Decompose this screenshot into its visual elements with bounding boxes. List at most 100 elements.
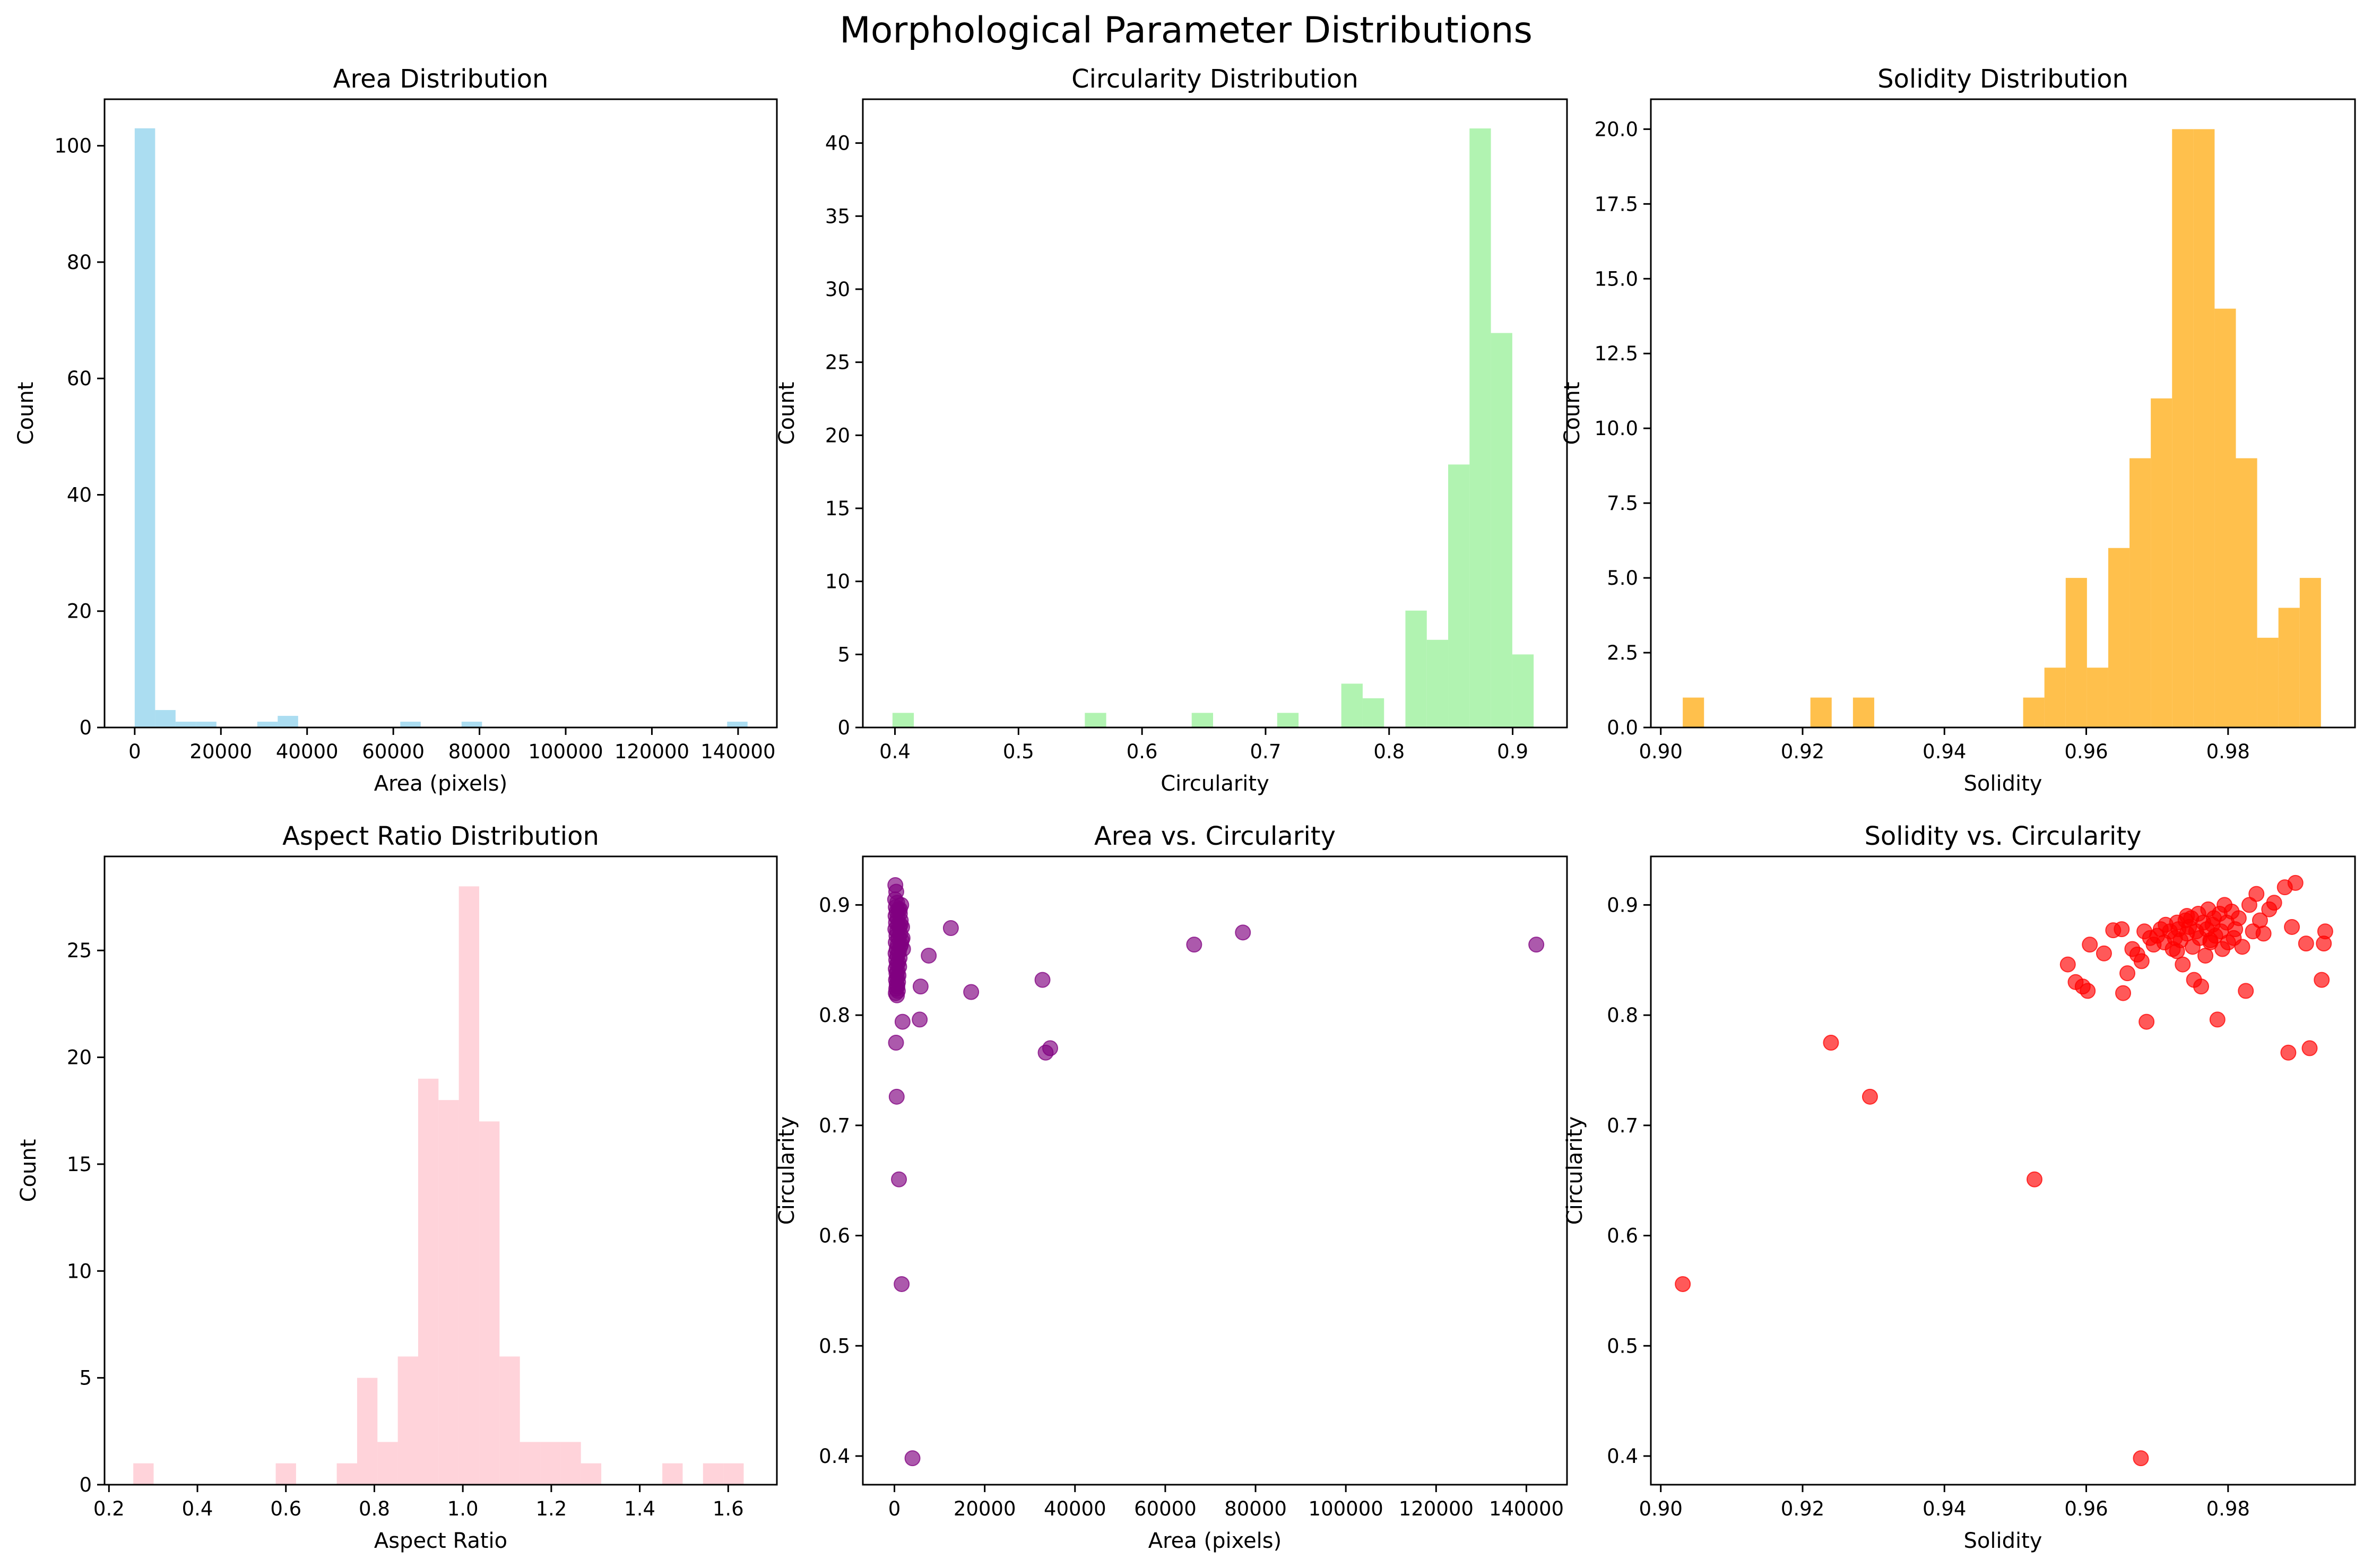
x-tick-label: 40000 bbox=[1044, 1497, 1106, 1520]
x-tick-label: 1.4 bbox=[624, 1497, 655, 1520]
subplot-1: 0 20000 40000 60000 80000 100000 120000 140000 0… bbox=[14, 64, 778, 796]
x-tick-label: 0.90 bbox=[1639, 740, 1683, 763]
y-tick-label: 0.7 bbox=[819, 1114, 850, 1137]
histogram-bar bbox=[1191, 713, 1214, 727]
x-tick-label: 100000 bbox=[528, 740, 603, 763]
histogram-bar bbox=[520, 1442, 541, 1485]
x-tick-label: 60000 bbox=[1134, 1497, 1197, 1520]
histogram-bar bbox=[278, 716, 298, 727]
subplot-2: 0.4 0.5 0.6 0.7 0.8 0.9 0 5 10 15 20 25 30 35 40 Circul… bbox=[775, 64, 1568, 796]
scatter-point bbox=[2139, 1013, 2155, 1030]
histogram-bar bbox=[1810, 697, 1832, 727]
histogram-bar bbox=[2193, 129, 2215, 727]
scatter-point bbox=[2209, 1011, 2226, 1028]
x-tick-label: 0.5 bbox=[1003, 740, 1034, 763]
x-tick-label: 0.7 bbox=[1250, 740, 1282, 763]
y-axis-label: Count bbox=[16, 1139, 41, 1202]
x-axis-label: Aspect Ratio bbox=[374, 1529, 507, 1553]
histogram-bar bbox=[1341, 683, 1363, 727]
histogram-bar bbox=[1469, 128, 1491, 727]
x-axis-label: Circularity bbox=[1161, 772, 1269, 796]
y-tick-label: 25 bbox=[825, 351, 850, 374]
y-tick-label: 60 bbox=[67, 367, 92, 390]
x-tick-label: 0.98 bbox=[2206, 740, 2250, 763]
x-tick-label: 0.8 bbox=[359, 1497, 390, 1520]
y-axis-label: Count bbox=[1560, 382, 1585, 445]
histogram-bar bbox=[2172, 129, 2194, 727]
scatter-point bbox=[894, 1276, 910, 1292]
x-tick-label: 0.92 bbox=[1781, 1497, 1824, 1520]
histogram-bar bbox=[2129, 458, 2151, 727]
x-tick-label: 0 bbox=[128, 740, 141, 763]
histogram-bar bbox=[2023, 697, 2045, 727]
histogram-bar bbox=[723, 1463, 744, 1485]
subplot-title: Aspect Ratio Distribution bbox=[282, 821, 599, 851]
scatter-point bbox=[2026, 1171, 2042, 1188]
scatter-point bbox=[2317, 923, 2333, 940]
scatter-point bbox=[2238, 983, 2254, 999]
histogram-bar bbox=[175, 722, 196, 727]
y-axis-label: Circularity bbox=[775, 1116, 799, 1225]
scatter-point bbox=[912, 1011, 928, 1028]
scatter-point bbox=[2230, 910, 2247, 926]
histogram-bar bbox=[1448, 464, 1470, 727]
scatter-point bbox=[888, 1088, 905, 1105]
scatter-point bbox=[2169, 943, 2185, 959]
histogram-bar bbox=[662, 1463, 683, 1485]
x-tick-label: 1.2 bbox=[535, 1497, 567, 1520]
subplot-title: Solidity vs. Circularity bbox=[1864, 821, 2141, 851]
y-tick-label: 100 bbox=[54, 135, 92, 158]
y-tick-label: 0.9 bbox=[819, 894, 850, 916]
scatter-point bbox=[1235, 924, 1251, 941]
y-tick-label: 0.5 bbox=[1607, 1335, 1638, 1357]
y-tick-label: 7.5 bbox=[1607, 492, 1638, 515]
histogram-bar bbox=[275, 1463, 296, 1485]
histogram-bar bbox=[357, 1378, 378, 1485]
x-tick-label: 1.0 bbox=[447, 1497, 479, 1520]
scatter-point bbox=[891, 901, 908, 917]
x-tick-label: 40000 bbox=[276, 740, 339, 763]
y-tick-label: 0.7 bbox=[1607, 1114, 1638, 1137]
y-tick-label: 80 bbox=[67, 251, 92, 274]
scatter-point bbox=[1862, 1088, 1878, 1105]
histogram-bar bbox=[703, 1463, 724, 1485]
scatter-point bbox=[1528, 937, 1545, 953]
scatter-point bbox=[2096, 945, 2112, 961]
axes-frame bbox=[103, 98, 778, 729]
axes-root: 0 20000 40000 60000 80000 100000 120000 1400000… bbox=[14, 64, 2356, 1553]
y-tick-label: 20.0 bbox=[1595, 118, 1638, 141]
histogram-bar bbox=[1362, 698, 1384, 727]
histogram-bar bbox=[377, 1442, 398, 1485]
scatter-point bbox=[2301, 1040, 2318, 1056]
scatter-point bbox=[963, 984, 980, 1000]
histogram-bar bbox=[257, 722, 278, 727]
y-tick-label: 2.5 bbox=[1607, 642, 1638, 664]
y-tick-label: 0.4 bbox=[1607, 1445, 1638, 1468]
y-tick-label: 5.0 bbox=[1607, 567, 1638, 590]
y-tick-label: 5 bbox=[837, 643, 850, 666]
scatter-point bbox=[942, 920, 959, 937]
histogram-bar bbox=[2257, 637, 2279, 727]
scatter-point bbox=[2287, 874, 2304, 891]
scatter-point bbox=[1823, 1035, 1839, 1051]
y-tick-label: 30 bbox=[825, 278, 850, 301]
y-tick-label: 0 bbox=[79, 1474, 92, 1496]
y-tick-label: 17.5 bbox=[1595, 193, 1638, 215]
x-tick-label: 0.9 bbox=[1497, 740, 1528, 763]
y-tick-label: 10 bbox=[825, 570, 850, 593]
histogram-bar bbox=[438, 1100, 459, 1485]
histogram-bar bbox=[400, 722, 421, 727]
scatter-point bbox=[2115, 985, 2132, 1001]
subplot-6: 0.90 0.92 0.94 0.96 0.98 0.4 0.5 0.6 0.7 0.8 0.9 So… bbox=[1563, 821, 2356, 1553]
histogram-bar bbox=[499, 1356, 520, 1485]
y-tick-label: 0.8 bbox=[819, 1004, 850, 1027]
histogram-bar bbox=[134, 128, 155, 727]
histogram-bar bbox=[336, 1463, 357, 1485]
scatter-point bbox=[2114, 921, 2130, 938]
y-tick-label: 0.4 bbox=[819, 1445, 850, 1468]
y-tick-label: 10 bbox=[67, 1260, 92, 1283]
histogram-bar bbox=[2236, 458, 2257, 727]
x-tick-label: 0.6 bbox=[270, 1497, 301, 1520]
scatter-point bbox=[921, 947, 937, 964]
histogram-bar bbox=[1683, 697, 1704, 727]
